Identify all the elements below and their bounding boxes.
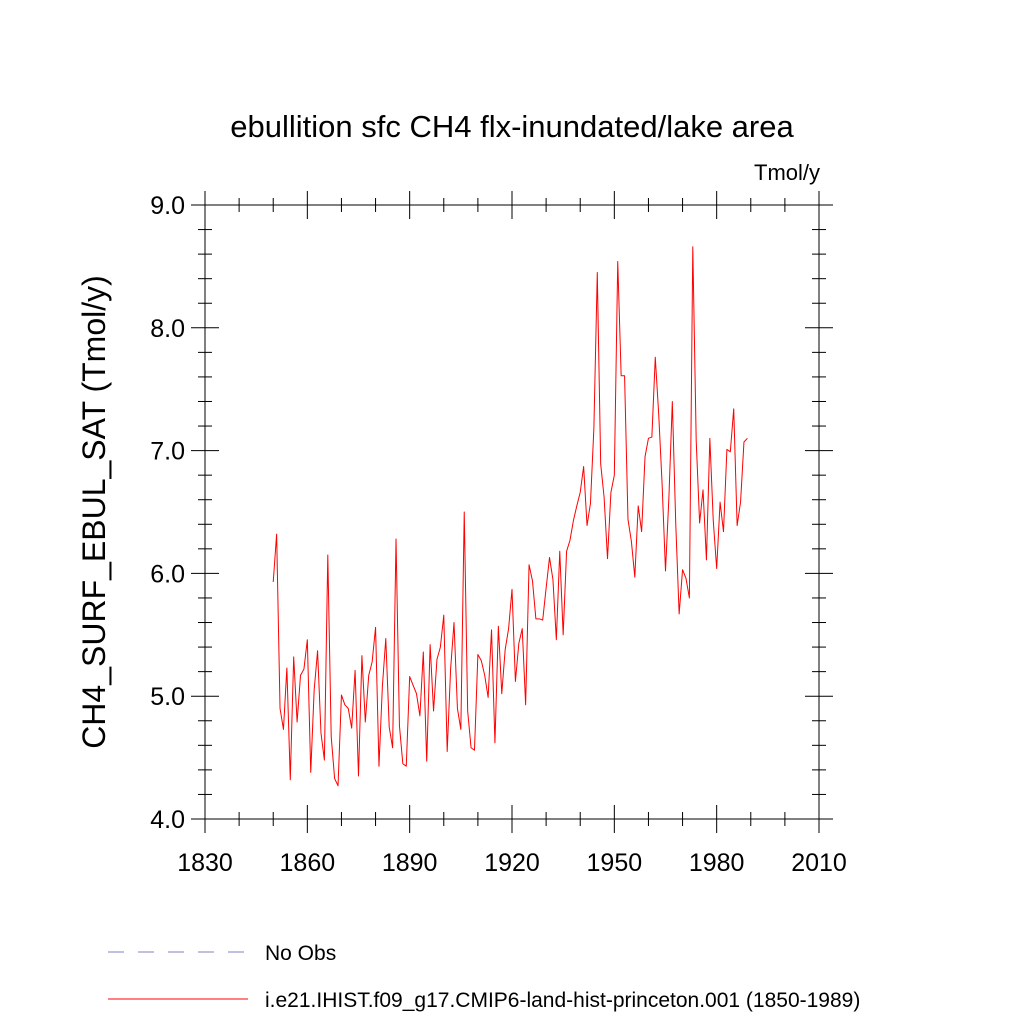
series-line-0 — [272, 246, 748, 787]
y-axis-label: CH4_SURF_EBUL_SAT (Tmol/y) — [76, 275, 112, 749]
x-tick-label: 1890 — [382, 849, 438, 877]
legend-label: i.e21.IHIST.f09_g17.CMIP6-land-hist-prin… — [265, 989, 860, 1012]
y-tick-label: 8.0 — [150, 315, 185, 343]
series-layer — [272, 246, 748, 787]
y-tick-label: 4.0 — [150, 806, 185, 834]
legend-label: No Obs — [265, 942, 336, 965]
x-tick-label: 1860 — [280, 849, 336, 877]
x-tick-label: 2010 — [791, 849, 847, 877]
x-tick-label: 1950 — [587, 849, 643, 877]
x-tick-label: 1980 — [689, 849, 745, 877]
axis-tick-labels: 1830 1860 1890 1920 1950 1980 2010 4.0 5.0 6.0 7.0… — [150, 192, 847, 877]
y-tick-label: 5.0 — [150, 683, 185, 711]
plot-frame — [204, 204, 820, 820]
y-tick-label: 9.0 — [150, 192, 185, 220]
x-tick-label: 1830 — [177, 849, 233, 877]
y-tick-label: 6.0 — [150, 560, 185, 588]
legend: No Obs i.e21.IHIST.f09_g17.CMIP6-land-his… — [108, 942, 860, 1012]
y-tick-label: 7.0 — [150, 438, 185, 466]
units-label: Tmol/y — [754, 160, 820, 185]
axis-ticks — [191, 191, 833, 833]
chart-title: ebullition sfc CH4 flx-inundated/lake ar… — [230, 109, 794, 144]
x-tick-label: 1920 — [484, 849, 540, 877]
